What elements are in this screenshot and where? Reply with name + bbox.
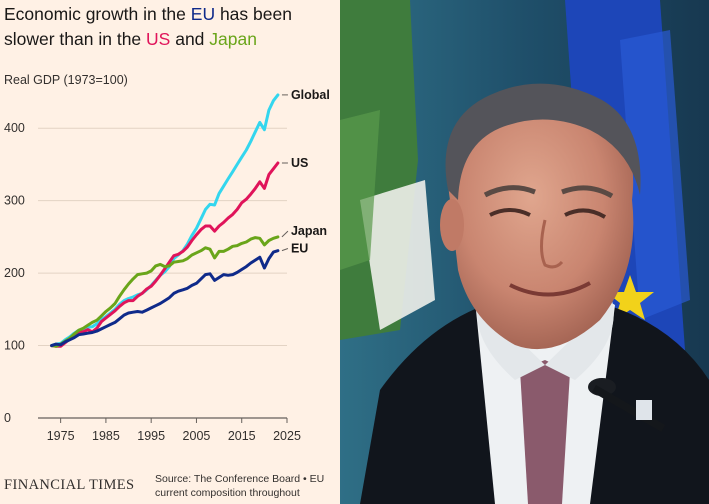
series-label-japan: Japan [291, 224, 327, 238]
right-eyebrow [561, 185, 614, 199]
source-line-2: current composition throughout [155, 487, 300, 499]
label-leader-japan [281, 230, 289, 238]
y-tick-label: 300 [4, 194, 25, 208]
series-lines [50, 93, 280, 348]
title-japan: Japan [209, 29, 257, 49]
title-part-3: and [170, 29, 210, 49]
axes: 0 100 200 300 400 1975 1985 1995 2005 2015 2025 [4, 121, 301, 443]
microphone [588, 378, 666, 432]
right-eye [564, 208, 607, 219]
series-line-eu [50, 249, 280, 348]
source-note: Source: The Conference Board • EU curren… [155, 472, 324, 500]
source-line-1: Source: The Conference Board • EU [155, 473, 325, 485]
left-eye [489, 208, 531, 217]
chart-panel: Economic growth in the EU has been slowe… [0, 0, 340, 504]
title-part-1: Economic growth in the [4, 4, 191, 24]
y-tick-label: 0 [4, 411, 11, 425]
mouth [509, 281, 591, 297]
label-leader-eu [281, 248, 289, 252]
grid-lines [38, 127, 287, 419]
photo-panel [340, 0, 709, 504]
x-tick-label: 1975 [47, 429, 75, 443]
left-eyebrow [483, 185, 536, 198]
y-tick-label: 400 [4, 121, 25, 135]
ft-logo: FINANCIAL TIMES [4, 477, 135, 493]
series-line-global [50, 93, 280, 348]
series-line-japan [50, 235, 280, 348]
title-part-2: has been slower than in the [4, 4, 292, 49]
portrait-photo [340, 0, 709, 504]
series-label-eu: EU [291, 241, 308, 255]
title-us: US [146, 29, 171, 49]
hair [445, 83, 641, 200]
title-eu: EU [190, 4, 216, 24]
series-label-us: US [291, 156, 308, 170]
x-tick-label: 1995 [137, 429, 165, 443]
y-tick-label: 100 [4, 339, 25, 353]
y-axis-title: Real GDP (1973=100) [4, 73, 128, 87]
series-line-us [50, 161, 280, 348]
left-ear [440, 199, 464, 251]
mic-badge [636, 400, 652, 420]
person [360, 83, 709, 504]
y-tick-label: 200 [4, 266, 25, 280]
x-tick-label: 2005 [183, 429, 211, 443]
nose [540, 219, 564, 269]
line-chart: 0 100 200 300 400 1975 1985 1995 2005 2015 2025 Gl… [4, 88, 330, 443]
star-icon [606, 275, 654, 320]
series-label-global: Global [291, 88, 330, 102]
x-tick-label: 2025 [273, 429, 301, 443]
series-labels: Global US Japan EU [281, 88, 330, 255]
x-tick-label: 1985 [92, 429, 120, 443]
chart-title: Economic growth in the EU has been slowe… [4, 2, 336, 52]
x-tick-label: 2015 [228, 429, 256, 443]
italian-flag [340, 0, 435, 340]
tie [520, 360, 570, 504]
